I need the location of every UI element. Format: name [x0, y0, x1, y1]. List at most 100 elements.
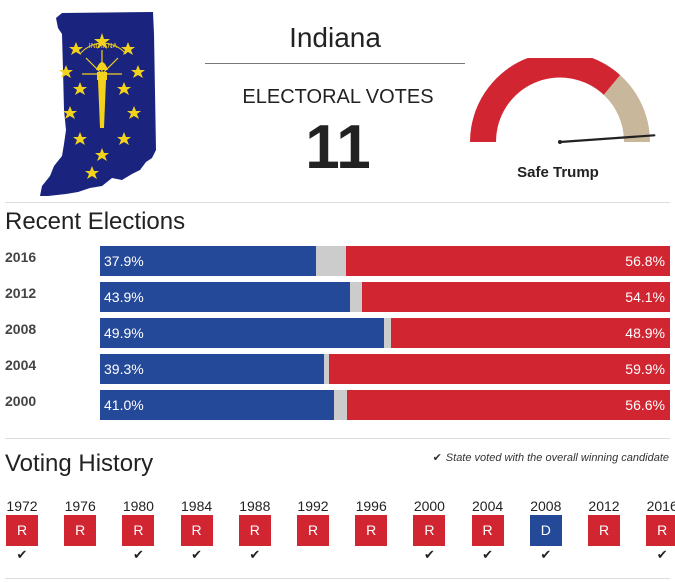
election-year: 2012: [5, 285, 37, 301]
checkmark-icon: ✔: [656, 547, 668, 562]
party-badge-republican: R: [297, 515, 329, 546]
history-item: 2016 R ✔: [645, 497, 675, 564]
history-item: 1980 R ✔: [121, 497, 155, 564]
dem-percent: 43.9%: [104, 289, 144, 305]
checkmark-icon: ✔: [540, 547, 552, 562]
history-item: 1976 R: [63, 497, 97, 564]
gauge-needle: [558, 134, 656, 144]
history-item: 1988 R ✔: [238, 497, 272, 564]
election-bar: 37.9% 56.8%: [100, 246, 670, 276]
history-year: 1972: [6, 498, 38, 514]
election-row: 2004 39.3% 59.9%: [0, 354, 675, 384]
history-item: 2008 D ✔: [529, 497, 563, 564]
election-row: 2008 49.9% 48.9%: [0, 318, 675, 348]
party-badge-republican: R: [588, 515, 620, 546]
rep-bar: [391, 318, 670, 348]
party-badge-republican: R: [646, 515, 675, 546]
checkmark-icon: [63, 546, 97, 564]
party-badge-republican: R: [471, 515, 504, 546]
checkmark-icon: [354, 546, 388, 564]
dem-percent: 41.0%: [104, 397, 144, 413]
election-year: 2008: [5, 321, 37, 337]
rep-percent: 54.1%: [625, 289, 665, 305]
history-year: 1988: [239, 498, 271, 514]
history-year: 2016: [646, 498, 675, 514]
section-divider: [5, 438, 670, 439]
history-item: 2004 R ✔: [471, 497, 505, 564]
gauge-arc-republican: [470, 58, 621, 142]
rep-bar: [346, 246, 670, 276]
history-year: 1984: [181, 498, 213, 514]
state-title: Indiana: [289, 22, 381, 53]
history-item: 2012 R: [587, 497, 621, 564]
gauge-arc-tossup: [603, 75, 650, 142]
election-bar: 43.9% 54.1%: [100, 282, 670, 312]
recent-elections-heading: Recent Elections: [5, 208, 186, 235]
dem-bar: [100, 390, 334, 420]
party-badge-republican: R: [64, 515, 97, 546]
electoral-votes-label: ELECTORAL VOTES: [242, 86, 434, 108]
rep-bar: [361, 282, 670, 312]
history-item: 1992 R: [296, 497, 330, 564]
winner-legend: ✔ State voted with the overall winning ca…: [433, 451, 669, 464]
election-bar: 41.0% 56.6%: [100, 390, 670, 420]
rep-bar: [347, 390, 670, 420]
dem-bar: [100, 246, 317, 276]
election-bar: 49.9% 48.9%: [100, 318, 670, 348]
checkmark-icon: ✔: [191, 547, 203, 562]
party-badge-republican: R: [6, 515, 38, 546]
rating-gauge: [470, 58, 656, 144]
history-year: 1980: [122, 498, 154, 514]
election-year: 2016: [5, 249, 37, 265]
rep-percent: 56.8%: [625, 253, 665, 269]
dem-percent: 37.9%: [104, 253, 144, 269]
party-badge-democrat: D: [529, 515, 562, 546]
election-bar: 39.3% 59.9%: [100, 354, 670, 384]
checkmark-icon: ✔: [432, 452, 442, 464]
party-badge-republican: R: [413, 515, 446, 546]
rep-bar: [328, 354, 670, 384]
party-badge-republican: R: [238, 515, 271, 546]
history-year: 2000: [413, 498, 445, 514]
dem-bar: [100, 354, 324, 384]
election-row: 2016 37.9% 56.8%: [0, 246, 675, 276]
election-year: 2000: [5, 393, 37, 409]
election-row: 2012 43.9% 54.1%: [0, 282, 675, 312]
section-divider: [5, 578, 670, 579]
checkmark-icon: ✔: [249, 547, 261, 562]
section-divider: [5, 202, 670, 203]
history-item: 2000 R ✔: [412, 497, 446, 564]
history-item: 1984 R ✔: [180, 497, 214, 564]
history-year: 2012: [588, 498, 620, 514]
history-year: 1996: [355, 498, 387, 514]
history-year: 1976: [64, 498, 96, 514]
history-year: 2004: [472, 498, 504, 514]
history-item: 1972 R ✔: [5, 497, 39, 564]
rep-percent: 59.9%: [625, 361, 665, 377]
dem-percent: 49.9%: [104, 325, 144, 341]
dem-bar: [100, 318, 385, 348]
history-year: 2008: [530, 498, 562, 514]
checkmark-icon: ✔: [423, 547, 435, 562]
history-year: 1992: [297, 498, 329, 514]
title-divider: [205, 63, 465, 64]
indiana-state-flag-map-icon: INDIANA: [40, 12, 156, 196]
dem-bar: [100, 282, 351, 312]
history-item: 1996 R: [354, 497, 388, 564]
checkmark-icon: ✔: [132, 547, 144, 562]
winner-legend-text: State voted with the overall winning can…: [445, 452, 669, 464]
checkmark-icon: [296, 546, 330, 564]
electoral-votes-count: 11: [305, 113, 371, 182]
party-badge-republican: R: [122, 515, 155, 546]
election-year: 2004: [5, 357, 37, 373]
svg-text:INDIANA: INDIANA: [89, 43, 118, 50]
checkmark-icon: [587, 546, 621, 564]
dem-percent: 39.3%: [104, 361, 144, 377]
rep-percent: 48.9%: [625, 325, 665, 341]
checkmark-icon: ✔: [482, 547, 494, 562]
checkmark-icon: ✔: [16, 547, 28, 562]
voting-history-heading: Voting History: [5, 450, 154, 477]
rating-label: Safe Trump: [517, 164, 599, 181]
rep-percent: 56.6%: [625, 397, 665, 413]
party-badge-republican: R: [355, 515, 388, 546]
